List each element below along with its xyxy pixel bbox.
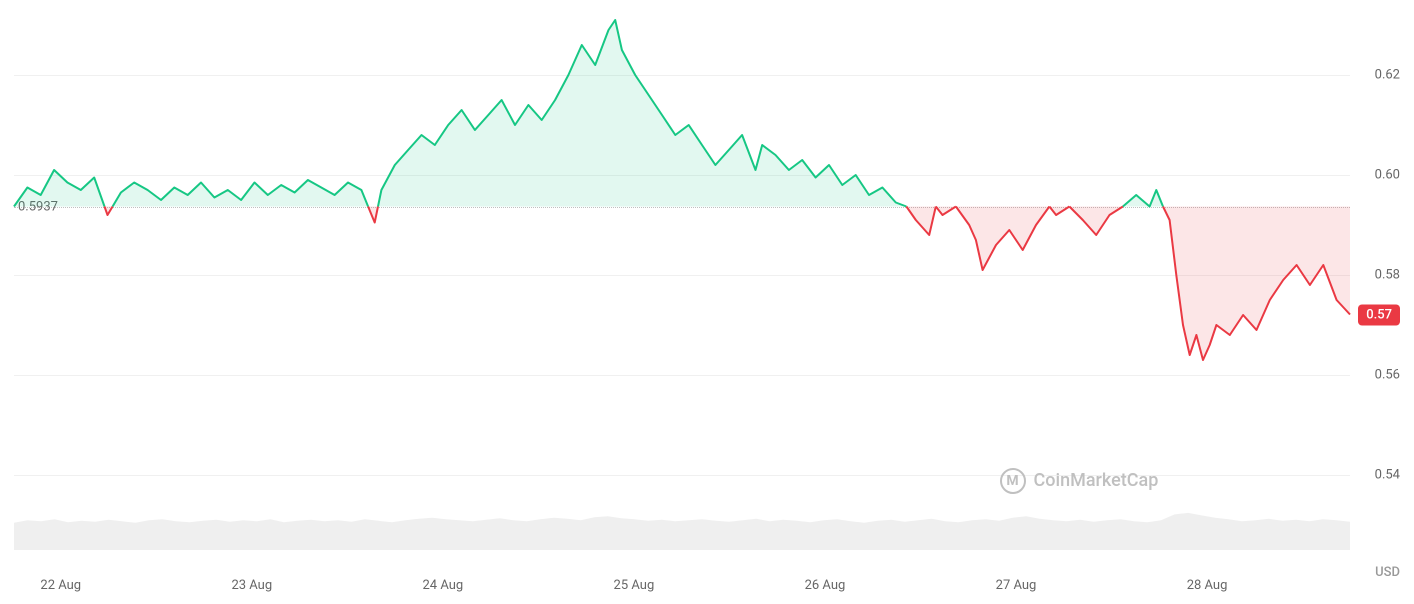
x-tick-label: 28 Aug: [1187, 578, 1228, 593]
x-tick-label: 24 Aug: [422, 578, 463, 593]
y-tick-label: 0.60: [1375, 168, 1400, 183]
watermark: M CoinMarketCap: [1000, 468, 1159, 494]
watermark-text: CoinMarketCap: [1034, 470, 1159, 491]
currency-label: USD: [1375, 565, 1400, 580]
y-tick-label: 0.58: [1375, 268, 1400, 283]
y-tick-label: 0.62: [1375, 68, 1400, 83]
y-axis: 0.54 0.56 0.58 0.60 0.62: [1350, 0, 1414, 550]
x-tick-label: 26 Aug: [805, 578, 846, 593]
plot-area[interactable]: 0.5937 M CoinMarketCap: [14, 0, 1350, 550]
x-tick-label: 23 Aug: [231, 578, 272, 593]
x-tick-label: 27 Aug: [996, 578, 1037, 593]
x-axis: 22 Aug 23 Aug 24 Aug 25 Aug 26 Aug 27 Aug 28 A…: [14, 564, 1350, 604]
y-tick-label: 0.56: [1375, 368, 1400, 383]
x-tick-label: 25 Aug: [614, 578, 655, 593]
x-tick-label: 22 Aug: [40, 578, 81, 593]
watermark-icon: M: [1000, 468, 1026, 494]
y-tick-label: 0.54: [1375, 468, 1400, 483]
price-chart[interactable]: 0.5937 M CoinMarketCap 0.540.560.580.600…: [0, 0, 1414, 604]
current-price-badge: 0.57: [1358, 304, 1400, 325]
